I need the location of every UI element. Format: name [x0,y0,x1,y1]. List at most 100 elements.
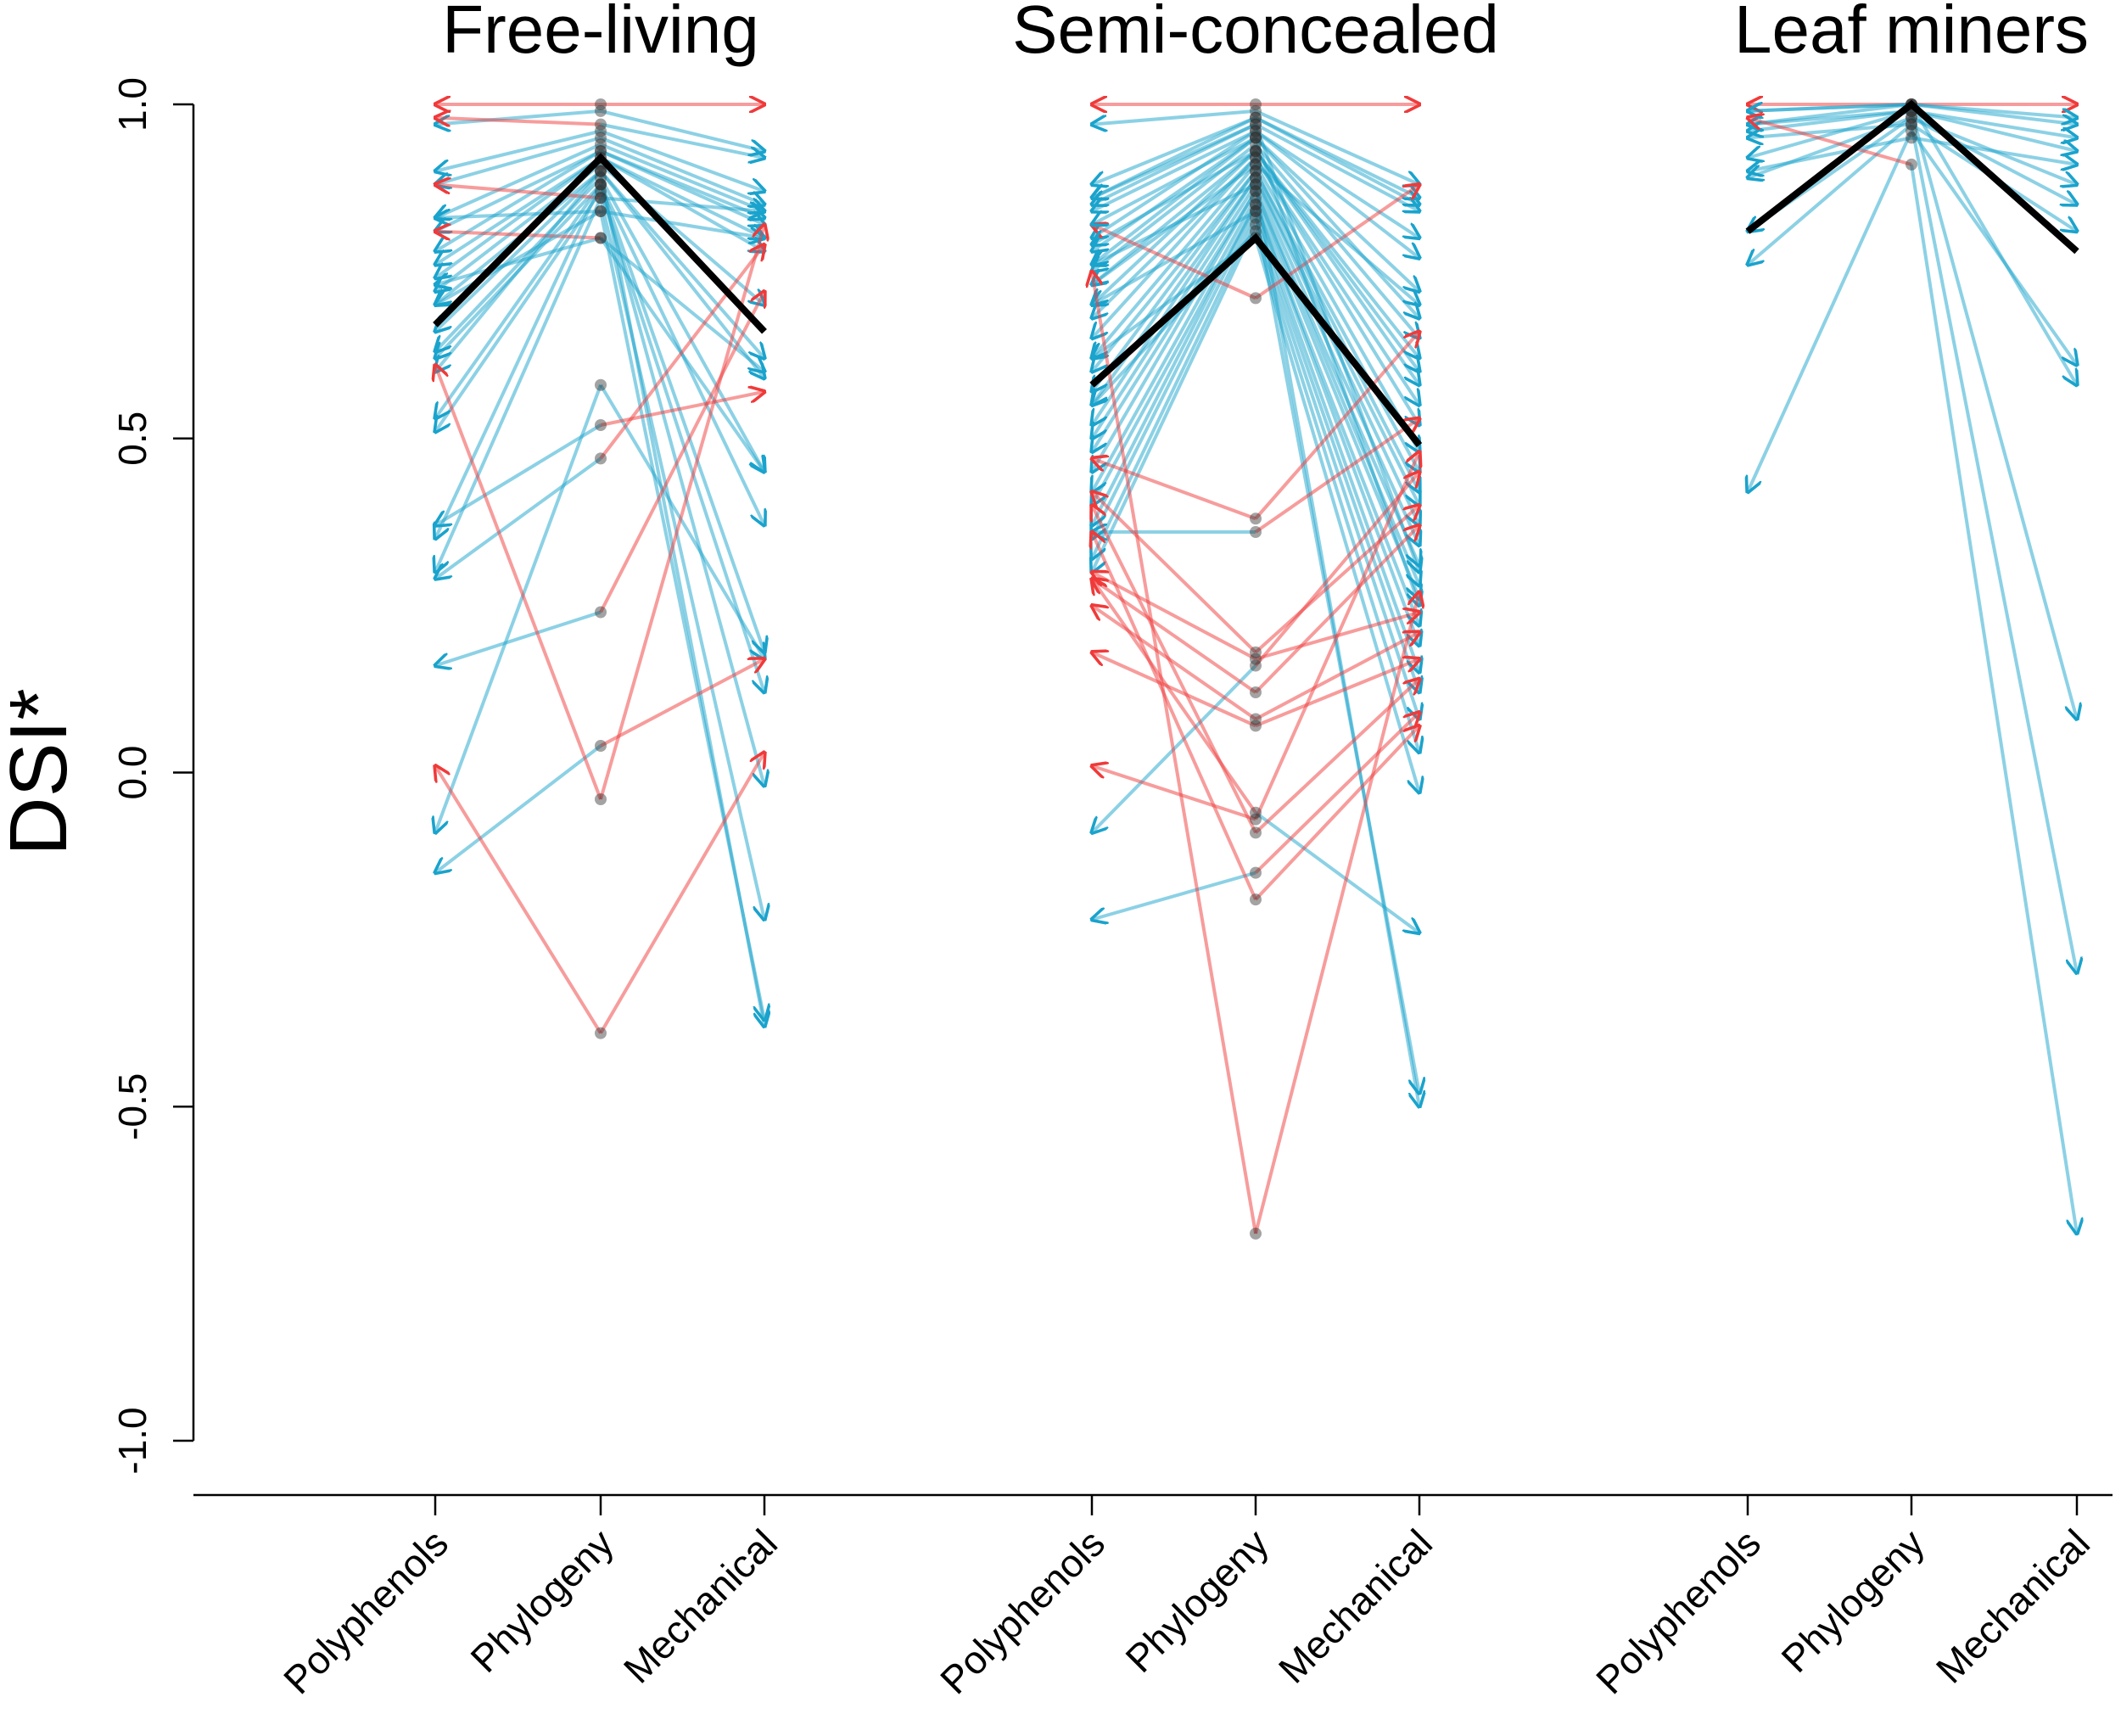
y-tick-label: -0.5 [110,1073,154,1140]
arrow-line [435,456,602,579]
arrow-line [435,744,602,873]
phylogeny-point [1250,145,1262,158]
plot-area [435,98,2077,1240]
arrow-line [435,109,602,125]
arrow-line [1911,136,2077,165]
phylogeny-point [595,98,607,110]
arrow-line [1910,124,2077,973]
arrow-line [1254,725,1419,901]
y-axis-label: DSI* [0,688,84,855]
phylogeny-point [1250,199,1262,211]
phylogeny-point [1250,171,1262,184]
arrow-line [600,109,764,151]
arrow-line [435,210,602,305]
arrow-line [1092,176,1257,425]
arrow-line [1254,679,1419,834]
arrow-line [1092,606,1257,721]
phylogeny-point [1906,111,1917,124]
arrow-line [435,176,602,352]
phylogeny-point [1250,720,1262,732]
phylogeny-point [1250,866,1262,879]
x-tick-label: Phylogeny [462,1520,622,1681]
x-tick-label: Polyphenols [275,1520,456,1702]
arrow-line [600,129,764,192]
phylogeny-point [1906,118,1917,131]
arrow-line [599,753,764,1034]
phylogeny-point [1250,111,1262,124]
phylogeny-point [1250,98,1262,110]
panel-free-living [435,98,764,1039]
arrow-line [1254,592,1419,1235]
phylogeny-point [1250,118,1262,131]
arrow-line [435,170,602,372]
arrow-line [1092,149,1257,285]
arrow-line [435,232,602,238]
phylogeny-point [1250,652,1262,665]
arrow-line [1255,122,1419,211]
arrow-line [1092,210,1256,305]
arrow-line [599,171,764,1027]
arrow-line [1092,492,1257,654]
arrow-line [1092,766,1256,821]
y-tick-label: 0.5 [110,412,154,466]
arrow-line [1254,452,1419,820]
phylogeny-point [1250,178,1262,191]
arrow-line [1092,149,1257,305]
arrow-line [1092,579,1257,814]
arrow-line [1911,109,2077,138]
phylogeny-point [595,192,607,204]
arrow-line [1092,458,1256,521]
arrow-line [599,183,764,652]
arrow-line [435,211,602,218]
phylogeny-point [595,192,607,204]
arrow-line [1748,104,1912,111]
arrow-line [1254,713,1419,875]
phylogeny-point [1250,171,1262,184]
y-tick-label: -1.0 [110,1407,154,1474]
arrow-line [1748,109,1912,158]
arrow-line [435,183,602,539]
arrow-line [599,225,764,800]
arrow-line [435,423,602,525]
phylogeny-point [595,165,607,177]
phylogeny-point [595,606,607,619]
arrow-line [1254,137,1419,605]
arrow-line [1254,332,1419,520]
arrow-line [1748,123,1913,265]
arrow-line [1092,197,1257,492]
phylogeny-point [595,118,607,131]
panel-leaf-miners [1748,98,2077,1234]
arrow-line [435,365,602,800]
arrow-line [600,149,764,225]
arrow-line [1092,122,1256,199]
arrow-line [1254,190,1419,585]
phylogeny-point [1906,125,1917,137]
panel-title: Semi-concealed [1012,0,1499,67]
phylogeny-point [595,132,607,144]
arrow-line [1255,109,1419,185]
arrow-line [1092,149,1256,244]
arrow-line [1092,652,1256,728]
phylogeny-point [1250,104,1262,117]
phylogeny-point [595,178,607,191]
arrow-line [1092,506,1257,834]
arrow-line [1254,231,1419,753]
arrow-line [1092,109,1256,125]
phylogeny-point [1250,145,1262,158]
phylogeny-point [595,145,607,158]
phylogeny-point [595,171,607,184]
arrow-line [1092,272,1257,1235]
arrow-line [1254,210,1419,672]
arrow-line [1092,579,1257,694]
arrow-line [1092,176,1257,406]
arrow-line [600,210,764,238]
phylogeny-point [595,178,607,191]
phylogeny-point [1250,225,1262,238]
phylogeny-point [1250,152,1262,164]
phylogeny-point [1250,178,1262,191]
phylogeny-point [1250,185,1262,198]
phylogeny-point [1250,512,1262,525]
arrow-line [1254,184,1419,1107]
x-tick-label: Mechanical [615,1520,786,1691]
arrow-line [599,170,764,359]
